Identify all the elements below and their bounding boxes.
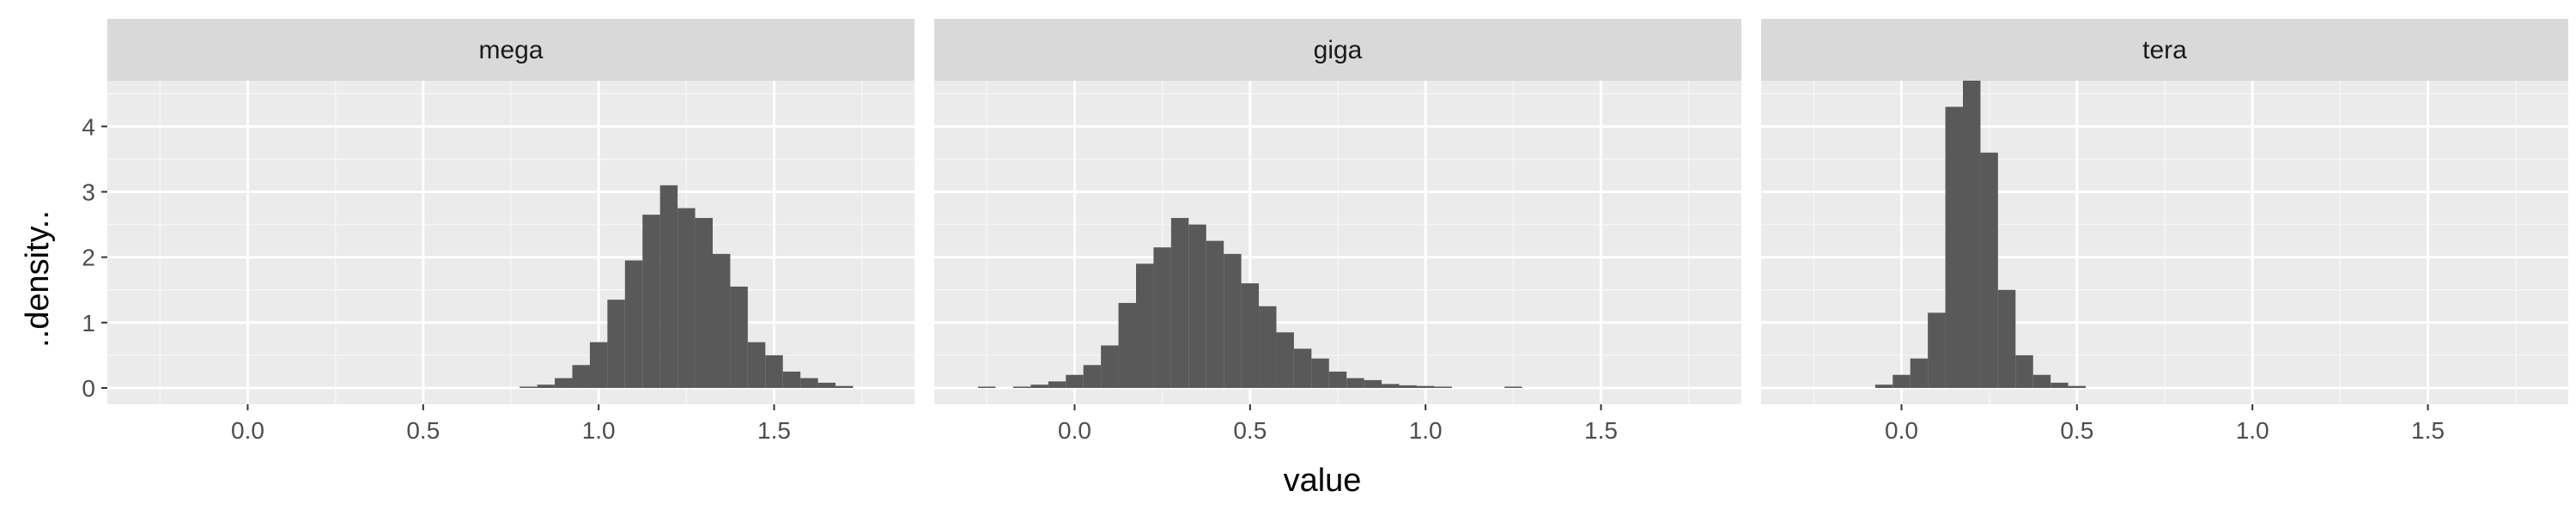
histogram-bar — [1893, 374, 1911, 388]
x-tick-label: 1.0 — [582, 417, 616, 444]
histogram-bar — [1945, 106, 1963, 388]
histogram-bar — [624, 260, 643, 388]
histogram-bar — [1364, 379, 1382, 388]
histogram-bar — [1504, 386, 1522, 388]
histogram-bar — [800, 378, 818, 388]
histogram-bar — [1188, 224, 1206, 388]
histogram-bar — [1434, 386, 1452, 388]
histogram-bar — [1416, 385, 1435, 388]
histogram-bar — [1048, 381, 1066, 388]
panel-giga: giga 0.0 0.5 1.0 1.5 — [934, 19, 1741, 444]
histogram-bar — [1997, 289, 2016, 388]
y-axis: 0 1 2 3 4 — [82, 113, 107, 402]
histogram-bar — [659, 185, 678, 388]
histogram-bar — [1346, 378, 1364, 388]
facet-label-tera: tera — [2142, 36, 2187, 64]
histogram-bar — [765, 354, 783, 388]
histogram-bar — [555, 378, 573, 388]
facet-strip — [934, 19, 1741, 81]
x-tick-label: 1.5 — [2411, 417, 2445, 444]
histogram-bar — [2015, 354, 2033, 388]
x-tick-label: 0.0 — [231, 417, 264, 444]
histogram-bar — [1259, 306, 1277, 388]
facet-label-mega: mega — [478, 36, 543, 64]
histogram-bar — [607, 300, 625, 388]
histogram-bar — [537, 385, 556, 388]
histogram-bar — [1963, 77, 1981, 388]
histogram-bar — [519, 386, 538, 388]
histogram-bar — [1311, 358, 1329, 388]
histogram-bar — [1276, 332, 1294, 388]
y-tick-label: 2 — [82, 245, 95, 271]
x-tick-label: 1.5 — [757, 417, 791, 444]
histogram-bar — [1241, 283, 1260, 388]
histogram-bar — [1170, 217, 1189, 388]
histogram-bar — [1293, 348, 1312, 388]
histogram-bar — [1083, 365, 1102, 388]
x-tick-label: 0.5 — [2060, 417, 2093, 444]
histogram-bar — [1206, 240, 1224, 388]
x-tick-label: 0.5 — [1233, 417, 1267, 444]
histogram-bar — [747, 342, 766, 388]
histogram-bar — [1118, 302, 1136, 388]
histogram-bar — [713, 253, 731, 388]
x-tick-label: 0.0 — [1058, 417, 1091, 444]
x-tick-label: 1.0 — [1409, 417, 1443, 444]
histogram-bar — [1153, 247, 1171, 388]
histogram-bar — [695, 217, 713, 388]
panel-mega: mega 0.0 0.5 1.0 1.5 — [107, 19, 914, 444]
facet-strip — [1761, 19, 2568, 81]
panel-tera: tera 0.0 0.5 1.0 1.5 — [1761, 19, 2568, 444]
x-axis-title: value — [1284, 463, 1362, 499]
histogram-bar — [677, 208, 696, 388]
y-tick-label: 1 — [82, 310, 95, 336]
x-tick-label: 0.5 — [406, 417, 440, 444]
x-tick-label: 1.5 — [1584, 417, 1618, 444]
histogram-bar — [730, 286, 748, 388]
histogram-bar — [2068, 385, 2087, 388]
histogram-bar — [817, 382, 836, 388]
histogram-bar — [1328, 371, 1347, 388]
histogram-bar — [2050, 382, 2069, 388]
y-tick-label: 3 — [82, 179, 95, 205]
histogram-bar — [1399, 385, 1417, 388]
facet-panels: mega 0.0 0.5 1.0 1.5 giga 0.0 0.5 1.0 1.5 tera 0.0 0… — [82, 19, 2568, 444]
histogram-bar — [1224, 253, 1242, 388]
histogram-bar — [2032, 374, 2051, 388]
facet-strip — [107, 19, 914, 81]
histogram-bar — [572, 365, 590, 388]
x-tick-label: 1.0 — [2236, 417, 2269, 444]
facet-label-giga: giga — [1314, 36, 1363, 64]
histogram-bar — [589, 342, 608, 388]
histogram-bar — [1066, 374, 1084, 388]
y-axis-title: ..density.. — [20, 210, 56, 348]
histogram-bar — [1030, 385, 1048, 388]
histogram-bar — [1101, 345, 1119, 388]
y-tick-label: 0 — [82, 375, 95, 402]
histogram-bar — [782, 371, 801, 388]
histogram-bar — [1910, 358, 1929, 388]
x-tick-label: 0.0 — [1885, 417, 1918, 444]
histogram-bar — [1874, 385, 1893, 388]
histogram-bar — [1382, 384, 1400, 388]
histogram-bar — [1012, 386, 1031, 388]
histogram-bar — [1928, 312, 1946, 388]
histogram-bar — [642, 215, 660, 388]
histogram-bar — [1136, 264, 1154, 388]
histogram-bar — [978, 386, 996, 388]
histogram-bar — [835, 385, 854, 388]
histogram-bar — [1980, 152, 1998, 388]
y-tick-label: 4 — [82, 113, 95, 140]
